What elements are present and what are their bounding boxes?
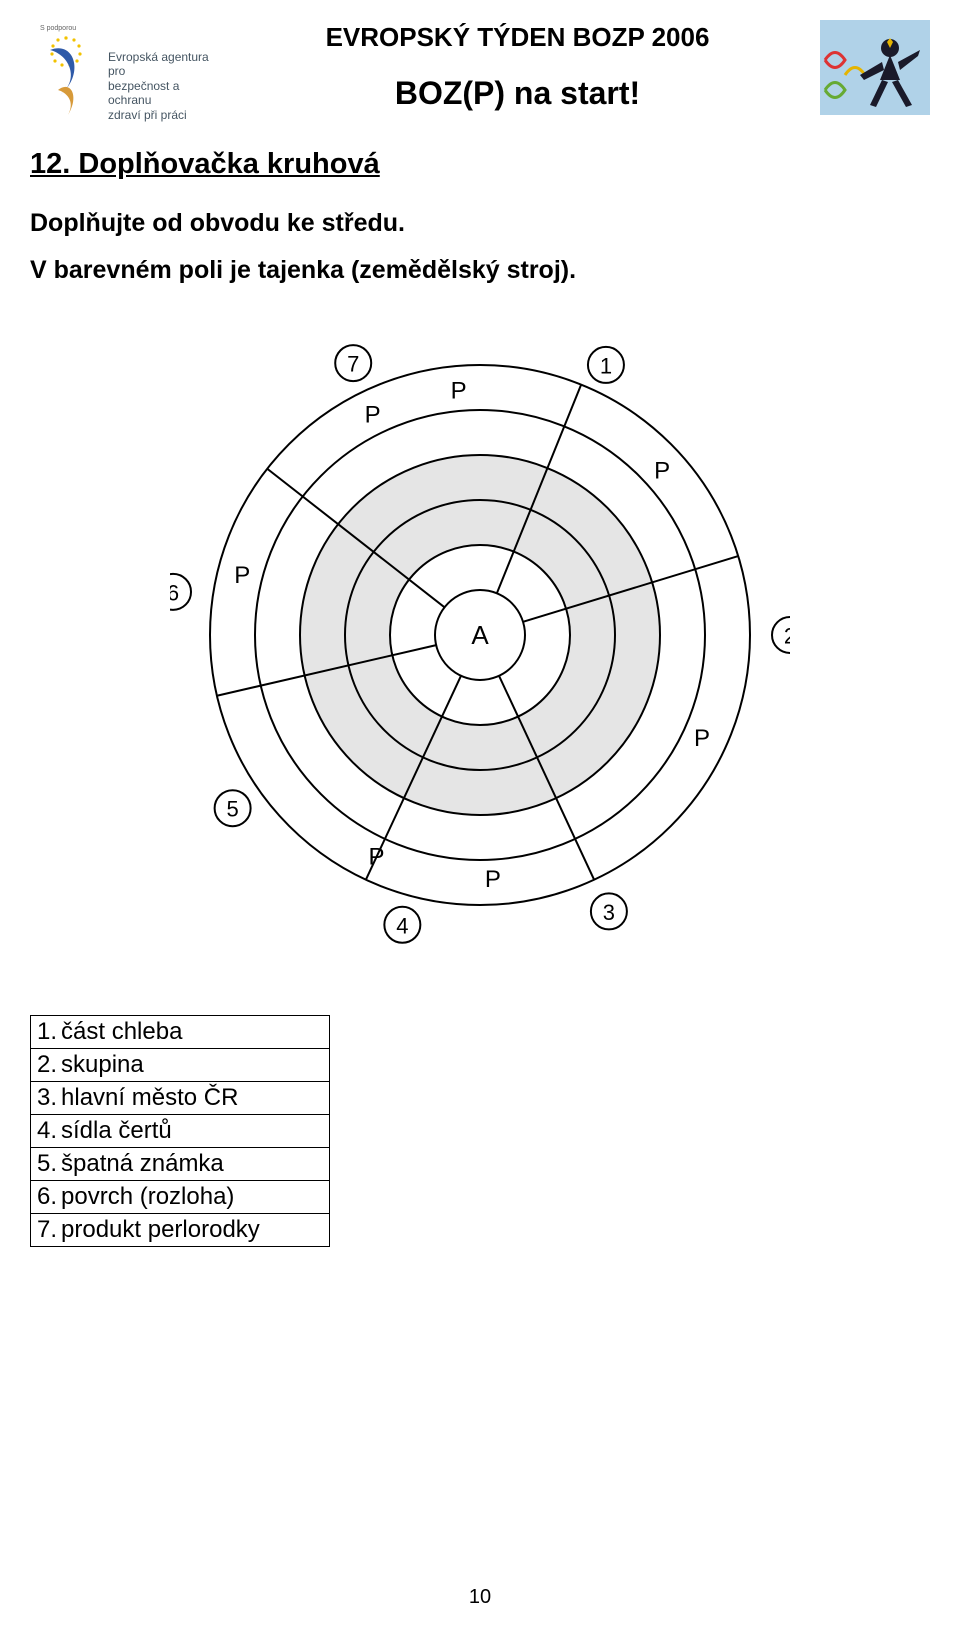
svg-text:2: 2 (784, 624, 790, 649)
clue-number: 3. (31, 1082, 60, 1115)
svg-text:P: P (451, 377, 467, 404)
clue-row: 7.produkt perlorodky (31, 1214, 330, 1247)
clue-number: 5. (31, 1148, 60, 1181)
agency-text: Evropská agentura pro bezpečnost a ochra… (108, 50, 215, 122)
clue-table: 1.část chleba2.skupina3.hlavní město ČR4… (30, 1015, 330, 1247)
svg-text:5: 5 (226, 797, 238, 822)
svg-text:1: 1 (600, 353, 612, 378)
campaign-subtitle: BOZ(P) na start! (215, 75, 820, 112)
clue-row: 5.špatná známka (31, 1148, 330, 1181)
svg-text:3: 3 (603, 900, 615, 925)
clue-row: 3.hlavní město ČR (31, 1082, 330, 1115)
clue-number: 6. (31, 1181, 60, 1214)
svg-text:7: 7 (347, 352, 359, 377)
clue-row: 2.skupina (31, 1049, 330, 1082)
instruction-line-2: V barevném poli je tajenka (zemědělský s… (30, 256, 930, 285)
svg-text:S podporou: S podporou (40, 25, 76, 32)
clue-text: špatná známka (59, 1148, 330, 1181)
section-heading: 12. Doplňovačka kruhová (30, 148, 930, 181)
agency-line-1: Evropská agentura pro (108, 50, 215, 79)
svg-text:P: P (234, 562, 250, 589)
svg-text:P: P (368, 844, 384, 871)
clue-number: 2. (31, 1049, 60, 1082)
clue-text: část chleba (59, 1016, 330, 1049)
clue-text: produkt perlorodky (59, 1214, 330, 1247)
clue-number: 7. (31, 1214, 60, 1247)
eu-agency-icon: S podporou (30, 20, 102, 130)
clue-row: 4.sídla čertů (31, 1115, 330, 1148)
svg-text:6: 6 (170, 580, 179, 605)
page-header: S podporou Evropská agentura pro bezpečn… (30, 20, 930, 130)
svg-text:P: P (365, 401, 381, 428)
clue-number: 4. (31, 1115, 60, 1148)
svg-text:P: P (485, 866, 501, 893)
svg-text:P: P (654, 458, 670, 485)
agency-line-2: bezpečnost a ochranu (108, 79, 215, 108)
campaign-title: EVROPSKÝ TÝDEN BOZP 2006 (215, 22, 820, 53)
agency-line-3: zdraví při práci (108, 108, 215, 122)
circular-puzzle-diagram: A P P P P P P P 1 2 3 4 5 6 7 (170, 325, 790, 945)
clue-text: sídla čertů (59, 1115, 330, 1148)
clue-text: skupina (59, 1049, 330, 1082)
svg-text:A: A (471, 620, 489, 650)
clue-text: povrch (rozloha) (59, 1181, 330, 1214)
instruction-line-1: Doplňujte od obvodu ke středu. (30, 209, 930, 238)
page-number: 10 (0, 1586, 960, 1609)
svg-text:P: P (694, 725, 710, 752)
clue-row: 6.povrch (rozloha) (31, 1181, 330, 1214)
campaign-icon (820, 20, 930, 115)
agency-logo: S podporou Evropská agentura pro bezpečn… (30, 20, 215, 130)
clue-row: 1.část chleba (31, 1016, 330, 1049)
clue-number: 1. (31, 1016, 60, 1049)
clue-text: hlavní město ČR (59, 1082, 330, 1115)
svg-text:4: 4 (396, 913, 408, 938)
center-titles: EVROPSKÝ TÝDEN BOZP 2006 BOZ(P) na start… (215, 20, 820, 112)
